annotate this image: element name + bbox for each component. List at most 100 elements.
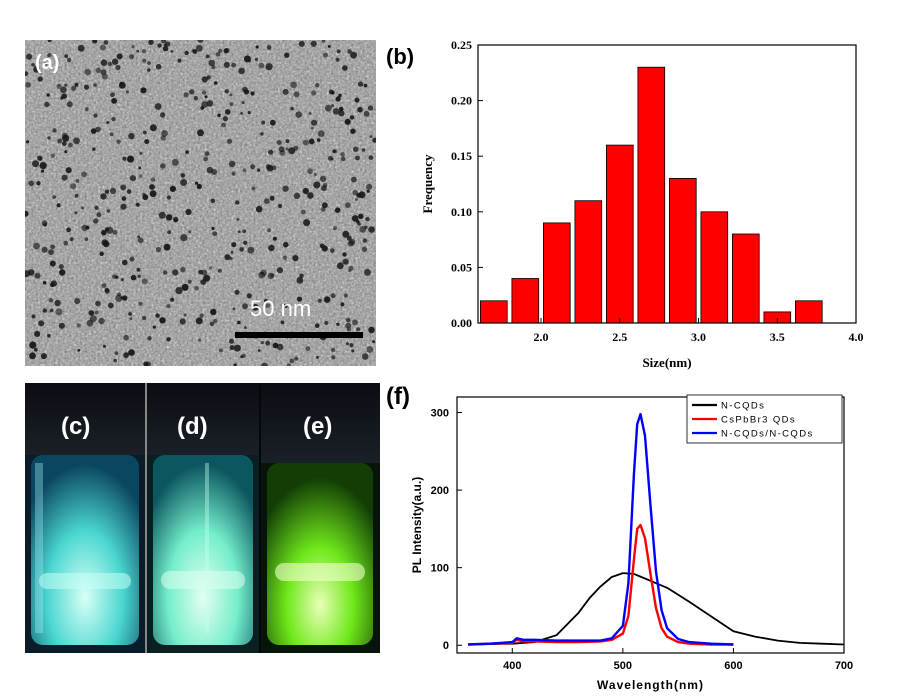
tem-particle [33, 243, 40, 250]
tem-particle [81, 207, 84, 210]
tem-particle [368, 105, 373, 110]
pl-series-lines [468, 414, 844, 644]
y-tick-label: 0.10 [451, 205, 472, 219]
tem-particle [194, 96, 198, 100]
tem-particle [221, 123, 226, 128]
tem-particle [341, 157, 345, 161]
tem-particle [130, 317, 133, 320]
tem-particle [117, 293, 121, 297]
tem-particle [270, 120, 276, 126]
tem-particle [203, 157, 208, 162]
tem-particle [92, 148, 95, 151]
tem-particle [185, 150, 189, 154]
tem-particle [290, 82, 297, 89]
tem-particle [336, 58, 340, 62]
panel-label-a: (a) [35, 52, 59, 75]
tem-particle [136, 203, 140, 207]
tem-particle [180, 234, 187, 241]
tem-particle [40, 162, 47, 169]
vial-photo-panel: (c) (d) (e) [25, 383, 380, 653]
y-tick-label: 0.15 [451, 149, 472, 163]
tem-particle [195, 182, 198, 185]
legend-entry: N-CQDs/N-CQDs [721, 429, 814, 440]
tem-particle [320, 243, 325, 248]
tem-particle [352, 215, 359, 222]
tem-particle [170, 50, 173, 53]
tem-particle [252, 186, 256, 190]
tem-particle [353, 147, 359, 153]
tem-particle [36, 181, 40, 185]
tem-particle [48, 249, 54, 255]
tem-particle [355, 156, 360, 161]
tem-particle [244, 55, 251, 62]
tem-particle [366, 184, 372, 190]
tem-particle [299, 274, 303, 278]
tem-particle [282, 186, 288, 192]
tem-particle [325, 105, 332, 112]
tem-particle [29, 342, 36, 349]
tem-particle [75, 83, 79, 87]
tem-particle [328, 156, 333, 161]
histogram-bar [480, 301, 507, 323]
tem-particle [280, 150, 286, 156]
tem-particle [333, 226, 337, 230]
tem-particle [290, 359, 295, 364]
tem-particle [149, 184, 155, 190]
tem-particle [272, 165, 277, 170]
tem-particle [331, 104, 334, 107]
series-line [468, 525, 733, 645]
tem-particle [283, 256, 287, 260]
tem-particle [364, 269, 371, 276]
tem-particle [93, 114, 97, 118]
legend-entry: CsPbBr3 QDs [721, 415, 796, 426]
tem-particle [50, 245, 55, 250]
panel-label-c: (c) [61, 413, 90, 441]
scale-bar [235, 332, 363, 338]
tem-particle [26, 140, 29, 143]
tem-particle [366, 346, 373, 353]
tem-particle [189, 89, 194, 94]
tem-particle [285, 139, 289, 143]
tem-micrograph: 50 nm [25, 40, 376, 366]
tem-particle [107, 209, 111, 213]
tem-particle [337, 49, 341, 53]
tem-particle [348, 269, 351, 272]
tem-particle [32, 314, 36, 318]
tem-particle [224, 48, 229, 53]
x-tick-label: 3.0 [691, 330, 706, 344]
tem-particle [67, 58, 71, 62]
tem-particle [200, 106, 204, 110]
tem-particle [261, 121, 265, 125]
x-tick-label: 4.0 [849, 330, 864, 344]
tem-particle [311, 90, 316, 95]
tem-particle [51, 154, 55, 158]
tem-particle [60, 87, 67, 94]
tem-particle [38, 76, 43, 81]
tem-particle [200, 279, 206, 285]
tem-particle [96, 68, 102, 74]
tem-particle [175, 287, 182, 294]
tem-particle [235, 200, 239, 204]
tem-particle [206, 55, 210, 59]
tem-particle [224, 254, 230, 260]
tem-particle [101, 69, 107, 75]
tem-particle [267, 45, 272, 50]
tem-particle [267, 228, 271, 232]
size-histogram-chart: 2.0 2.5 3.0 3.5 4.00.000.050.100.150.200.25 … [410, 30, 880, 380]
tem-particle [103, 345, 106, 348]
tem-particle [77, 349, 80, 352]
tem-particle [105, 190, 109, 194]
tem-particle [101, 230, 107, 236]
tem-particle [84, 85, 89, 90]
tem-particle [331, 293, 336, 298]
tem-particle [277, 140, 282, 145]
tem-particle [258, 349, 261, 352]
tem-particle [59, 323, 65, 329]
tem-particle [166, 214, 172, 220]
tem-particle [344, 293, 348, 297]
tem-particle [231, 251, 234, 254]
y-tick-label: 0 [443, 640, 449, 652]
tem-particle [126, 90, 129, 93]
tem-particle [301, 210, 306, 215]
histogram-bars [480, 67, 822, 323]
